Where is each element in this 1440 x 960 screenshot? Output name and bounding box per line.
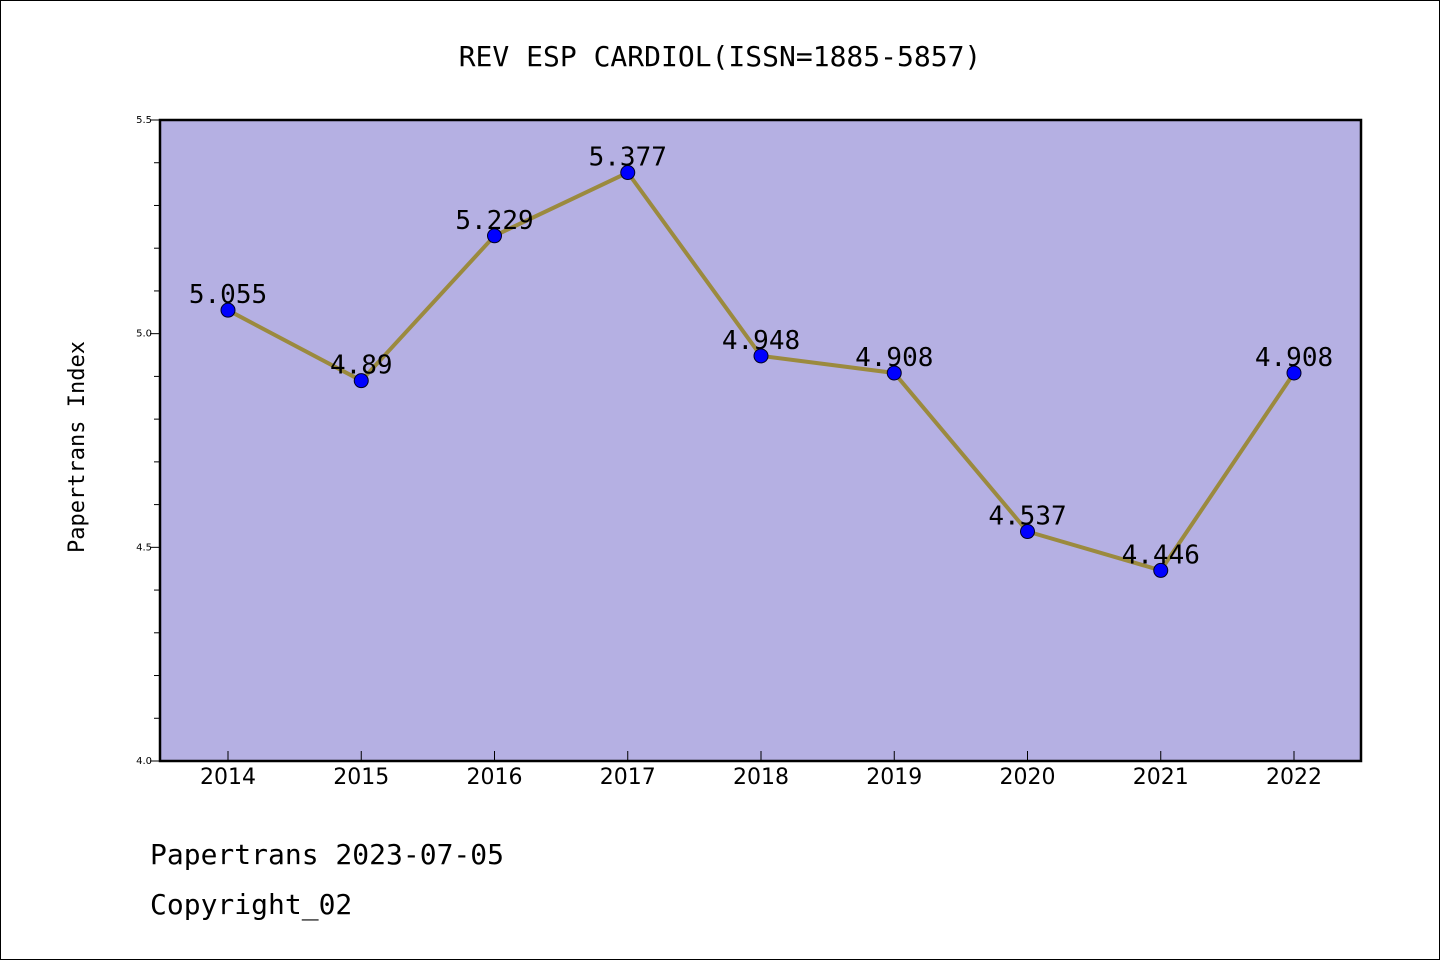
plot-area [158,118,1363,763]
data-label: 4.537 [988,502,1066,532]
x-tick-label: 2022 [1266,765,1322,790]
data-labels: 5.055 4.89 5.229 5.377 4.948 4.908 4.537 4.446 4… [189,143,1333,571]
data-point [1286,365,1302,381]
data-label: 4.908 [855,343,933,373]
x-tick-label: 2017 [600,765,656,790]
data-label: 4.446 [1122,540,1200,570]
data-point [487,228,502,244]
y-axis-label: Papertrans Index [65,341,90,553]
data-point [353,373,369,389]
data-point [886,365,902,381]
footer-date: Papertrans 2023-07-05 [150,838,504,871]
data-label: 4.908 [1255,343,1333,373]
data-points [220,165,1302,578]
x-tick-label: 2015 [333,765,389,790]
y-axis: 4.0 4.5 5.0 5.5 [136,115,160,767]
data-label: 5.055 [189,280,267,310]
x-tick-label: 2021 [1133,765,1189,790]
data-point [1020,524,1035,540]
y-tick-label: 5.0 [136,329,152,340]
footer-copyright: Copyright_02 [150,888,352,922]
y-tick-label: 4.5 [136,542,152,553]
y-tick-label: 4.0 [136,756,152,767]
data-label: 5.229 [455,206,533,236]
chart-title: REV ESP CARDIOL(ISSN=1885-5857) [459,40,982,73]
data-label: 5.377 [589,143,667,173]
data-point [753,348,769,364]
x-tick-label: 2018 [733,765,789,790]
x-axis: 2014 2015 2016 2017 2018 2019 2020 2021 2022 [200,751,1322,790]
x-tick-label: 2014 [200,765,256,790]
y-tick-label: 5.5 [136,115,152,126]
x-tick-label: 2020 [1000,765,1056,790]
x-tick-label: 2019 [866,765,922,790]
data-point [620,165,636,181]
data-label: 4.89 [330,351,393,381]
data-point [1153,562,1169,578]
data-point [220,302,236,318]
x-tick-label: 2016 [467,765,523,790]
data-label: 4.948 [722,326,800,356]
